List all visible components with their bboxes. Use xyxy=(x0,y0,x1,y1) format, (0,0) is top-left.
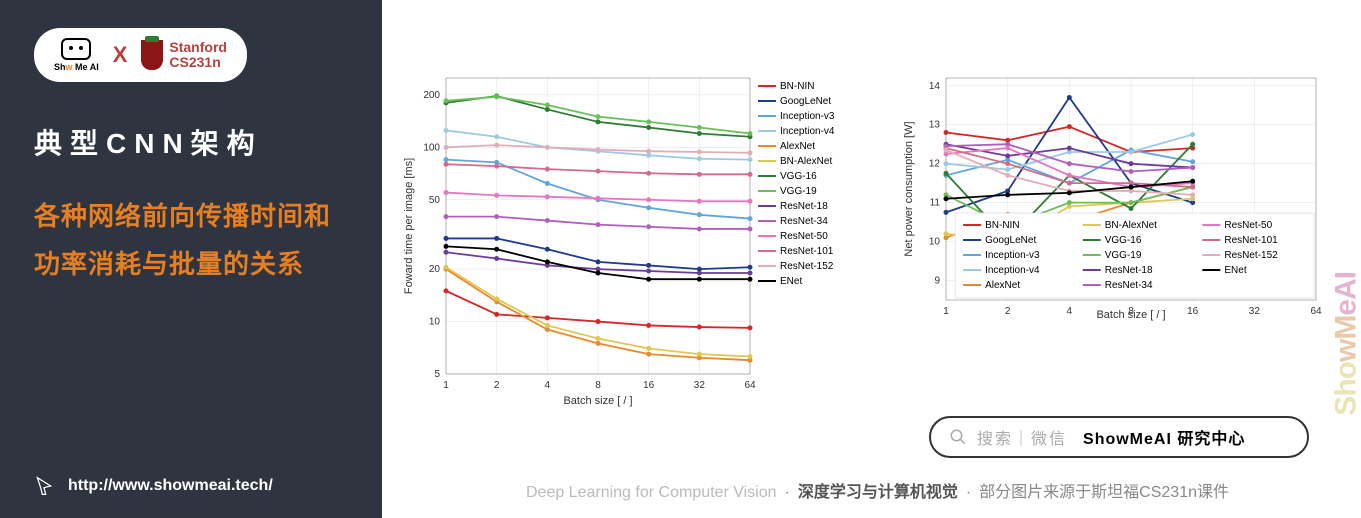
svg-text:32: 32 xyxy=(1249,306,1261,317)
svg-text:Batch size [ / ]: Batch size [ / ] xyxy=(1096,309,1165,321)
svg-text:Foward time per image [ms]: Foward time per image [ms] xyxy=(403,158,415,294)
svg-text:Inception-v4: Inception-v4 xyxy=(985,265,1040,276)
svg-text:13: 13 xyxy=(929,120,941,131)
page-root: Shw Me AI X StanfordCS231n 典型CNN架构 各种网络前… xyxy=(0,0,1361,518)
svg-text:Inception-v4: Inception-v4 xyxy=(780,126,835,137)
svg-text:ResNet-101: ResNet-101 xyxy=(1224,235,1278,246)
svg-text:VGG-16: VGG-16 xyxy=(1105,235,1142,246)
svg-text:AlexNet: AlexNet xyxy=(985,280,1020,291)
website-url[interactable]: http://www.showmeai.tech/ xyxy=(68,477,273,495)
search-brand: ShowMeAI 研究中心 xyxy=(1083,425,1245,449)
svg-text:VGG-19: VGG-19 xyxy=(780,186,817,197)
svg-text:VGG-19: VGG-19 xyxy=(1105,250,1142,261)
robot-icon xyxy=(61,38,91,60)
svg-text:20: 20 xyxy=(429,264,441,275)
svg-text:9: 9 xyxy=(934,276,940,287)
svg-text:200: 200 xyxy=(423,90,440,101)
svg-text:11: 11 xyxy=(930,198,941,209)
showmeai-logo-text: Shw Me AI xyxy=(54,62,99,72)
svg-text:Inception-v3: Inception-v3 xyxy=(985,250,1040,261)
svg-text:16: 16 xyxy=(1187,306,1199,317)
svg-text:ENet: ENet xyxy=(1224,265,1246,276)
svg-text:ResNet-18: ResNet-18 xyxy=(1105,265,1153,276)
footer-caption: Deep Learning for Computer Vision·深度学习与计… xyxy=(414,478,1341,502)
svg-text:Net power consumption [W]: Net power consumption [W] xyxy=(903,121,915,256)
stanford-label: StanfordCS231n xyxy=(169,40,227,71)
svg-text:50: 50 xyxy=(429,195,441,206)
svg-text:64: 64 xyxy=(1310,306,1322,317)
svg-text:ResNet-101: ResNet-101 xyxy=(780,246,834,257)
svg-text:12: 12 xyxy=(929,159,941,170)
svg-text:BN-AlexNet: BN-AlexNet xyxy=(780,156,832,167)
cursor-icon xyxy=(34,476,54,496)
svg-text:ResNet-34: ResNet-34 xyxy=(1105,280,1153,291)
svg-text:VGG-16: VGG-16 xyxy=(780,171,817,182)
svg-text:1: 1 xyxy=(443,380,449,391)
svg-text:GoogLeNet: GoogLeNet xyxy=(780,96,831,107)
svg-text:10: 10 xyxy=(929,237,941,248)
svg-text:2: 2 xyxy=(1005,306,1011,317)
power-consumption-chart: 124816326491011121314Batch size [ / ]Net… xyxy=(898,70,1328,420)
svg-text:ResNet-34: ResNet-34 xyxy=(780,216,828,227)
svg-text:ResNet-18: ResNet-18 xyxy=(780,201,828,212)
svg-text:16: 16 xyxy=(643,380,655,391)
svg-text:ENet: ENet xyxy=(780,276,802,287)
search-hint: 搜索｜微信 xyxy=(977,425,1067,449)
svg-text:Batch size [ / ]: Batch size [ / ] xyxy=(563,395,632,407)
svg-text:ResNet-50: ResNet-50 xyxy=(780,231,828,242)
svg-text:BN-NIN: BN-NIN xyxy=(985,220,1019,231)
svg-text:AlexNet: AlexNet xyxy=(780,141,815,152)
svg-text:BN-AlexNet: BN-AlexNet xyxy=(1105,220,1157,231)
svg-text:BN-NIN: BN-NIN xyxy=(780,81,814,92)
svg-text:5: 5 xyxy=(434,369,440,380)
svg-text:1: 1 xyxy=(943,306,949,317)
stanford-logo: StanfordCS231n xyxy=(141,40,227,71)
svg-text:4: 4 xyxy=(545,380,551,391)
search-icon xyxy=(949,428,967,446)
svg-text:ResNet-152: ResNet-152 xyxy=(780,261,834,272)
svg-text:100: 100 xyxy=(423,142,440,153)
svg-text:ResNet-152: ResNet-152 xyxy=(1224,250,1278,261)
search-box[interactable]: 搜索｜微信 ShowMeAI 研究中心 xyxy=(929,416,1309,458)
svg-text:2: 2 xyxy=(494,380,500,391)
sidebar: Shw Me AI X StanfordCS231n 典型CNN架构 各种网络前… xyxy=(0,0,382,518)
x-separator: X xyxy=(113,42,128,68)
charts-row: 12481632645102050100200Batch size [ / ]F… xyxy=(398,70,1328,420)
svg-text:14: 14 xyxy=(929,81,941,92)
watermark: ShowMeAI xyxy=(1330,272,1361,416)
forward-time-chart: 1 2 4 8 16 32 64 5 10 20 50 100 200 Batch size [ / ] F… xyxy=(398,70,868,420)
slide-description: 各种网络前向传播时间和功率消耗与批量的关系 xyxy=(34,192,348,288)
svg-text:GoogLeNet: GoogLeNet xyxy=(985,235,1036,246)
svg-text:8: 8 xyxy=(595,380,601,391)
stanford-shield-icon xyxy=(141,40,163,70)
svg-text:Inception-v3: Inception-v3 xyxy=(780,111,835,122)
showmeai-logo: Shw Me AI xyxy=(54,38,99,72)
svg-text:32: 32 xyxy=(694,380,706,391)
svg-text:ResNet-50: ResNet-50 xyxy=(1224,220,1272,231)
main-panel: ShowMeAI 12481632645102050100200Batch si… xyxy=(382,0,1361,518)
website-link[interactable]: http://www.showmeai.tech/ xyxy=(34,476,273,496)
brand-badge: Shw Me AI X StanfordCS231n xyxy=(34,28,247,82)
slide-heading: 典型CNN架构 xyxy=(34,122,348,162)
svg-text:10: 10 xyxy=(429,317,441,328)
svg-text:4: 4 xyxy=(1067,306,1073,317)
svg-text:64: 64 xyxy=(744,380,756,391)
